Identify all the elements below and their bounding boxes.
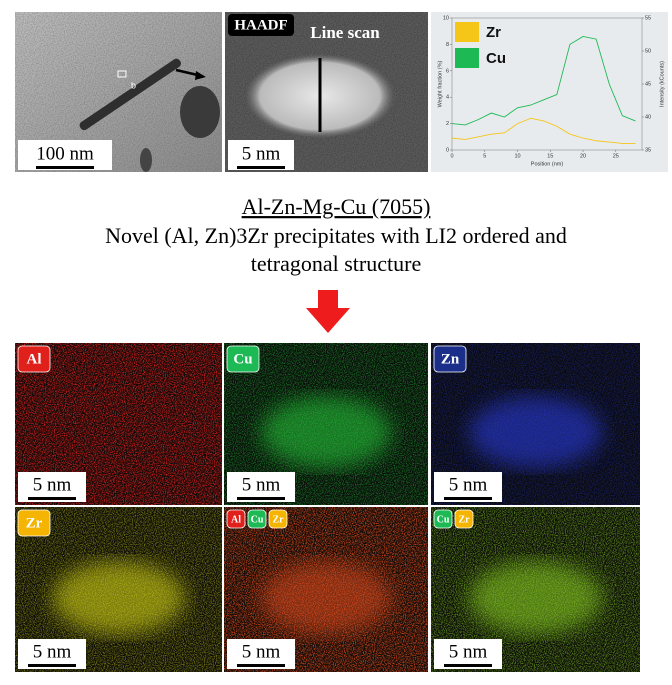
y2-tick-label: 35 [645,147,651,153]
y-axis-label: Weight fraction (%) [437,61,443,108]
map-panel: Zn 5 nm [431,343,640,505]
precipitate-glow [52,561,185,635]
element-label: Cu [437,514,450,525]
element-label: Cu [251,514,264,525]
caption-line: tetragonal structure [251,251,421,276]
x-tick-label: 0 [450,153,453,159]
scale-bar [444,497,492,500]
y-tick-label: 10 [443,15,449,21]
element-badge [268,509,288,529]
legend-label: Zr [486,24,501,41]
alloy-title: Al-Zn-Mg-Cu (7055) [242,194,431,219]
scale-label: 5 nm [242,641,281,662]
y2-tick-label: 55 [645,15,651,21]
down-arrow [306,290,350,333]
scale-label: 5 nm [242,143,281,164]
x-tick-label: 25 [613,153,619,159]
y-tick-label: 4 [446,95,449,101]
y-tick-label: 6 [446,68,449,74]
precipitate-glow [468,396,603,468]
map-panel: Cu Zr 5 nm [431,507,640,672]
series-line [451,117,636,144]
line-scan-chart: 0 5 10 15 20 25 0 2 4 6 8 10 35 40 45 50 55 Position (nm)… [437,15,665,167]
scale-bar [237,664,285,667]
scale-label: 5 nm [33,474,72,495]
y-tick-label: 0 [446,147,449,153]
scale-bar [28,497,76,500]
tem-image: b 100 nm [15,12,222,172]
element-badge [247,509,267,529]
element-label: Al [231,514,241,525]
element-badge [17,509,51,537]
element-badge [226,345,260,373]
element-label: Zr [272,514,284,525]
legend-swatch [455,22,479,42]
element-badge [17,345,51,373]
line-scan-label: Line scan [310,23,380,42]
map-panel: Al 5 nm [15,343,222,505]
scale-bar [237,497,285,500]
tem-marker: b [131,80,136,90]
scale-label: 100 nm [36,143,94,164]
element-label: Zr [458,514,470,525]
elemental-maps: Al 5 nm Cu 5 nm Zn 5 nm Zr 5 nm Al Cu Zr 5 nm Cu Zr 5 … [15,343,640,672]
legend-label: Cu [486,50,506,67]
element-label: Zn [441,351,460,367]
element-badge [433,509,453,529]
element-badge [454,509,474,529]
scale-bar [28,664,76,667]
haadf-image: HAADF Line scan 5 nm [225,12,428,172]
map-panel: Cu 5 nm [224,343,428,505]
haadf-label: HAADF [234,17,287,33]
map-panel: Al Cu Zr 5 nm [224,507,428,672]
y2-tick-label: 40 [645,114,651,120]
x-tick-label: 5 [483,153,486,159]
precipitate-glow [260,561,392,635]
scale-label: 5 nm [33,641,72,662]
element-label: Al [27,351,42,367]
scale-label: 5 nm [449,641,488,662]
x-tick-label: 10 [514,153,520,159]
x-tick-label: 20 [580,153,586,159]
element-badge [226,509,246,529]
legend-swatch [455,48,479,68]
x-axis-label: Position (nm) [531,161,564,167]
y-tick-label: 2 [446,121,449,127]
element-label: Zr [26,515,43,531]
y-tick-label: 8 [446,42,449,48]
scale-label: 5 nm [449,474,488,495]
element-badge [433,345,467,373]
scale-bar [444,664,492,667]
y2-axis-label: Intensity (kCounts) [659,61,665,107]
precipitate-glow [468,561,603,635]
element-label: Cu [233,351,252,367]
x-tick-label: 15 [547,153,553,159]
y2-tick-label: 50 [645,48,651,54]
y2-tick-label: 45 [645,81,651,87]
series-line [451,36,636,126]
caption-line: Novel (Al, Zn)3Zr precipitates with LI2 … [105,223,567,248]
precipitate-glow [260,396,392,468]
map-panel: Zr 5 nm [15,507,222,672]
scale-label: 5 nm [242,474,281,495]
